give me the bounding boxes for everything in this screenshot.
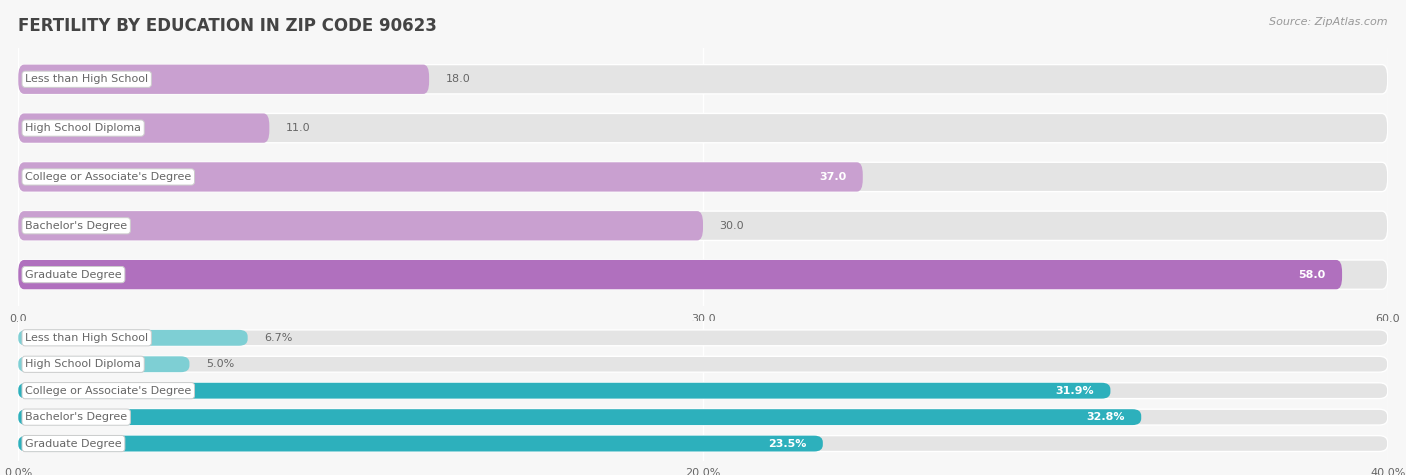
FancyBboxPatch shape xyxy=(18,383,1111,399)
Text: Source: ZipAtlas.com: Source: ZipAtlas.com xyxy=(1270,17,1388,27)
Text: Graduate Degree: Graduate Degree xyxy=(25,438,122,448)
FancyBboxPatch shape xyxy=(18,65,429,94)
Text: FERTILITY BY EDUCATION IN ZIP CODE 90623: FERTILITY BY EDUCATION IN ZIP CODE 90623 xyxy=(18,17,437,35)
Text: Less than High School: Less than High School xyxy=(25,74,148,84)
FancyBboxPatch shape xyxy=(18,436,1388,452)
Text: 5.0%: 5.0% xyxy=(205,359,235,369)
FancyBboxPatch shape xyxy=(18,211,703,240)
Text: 23.5%: 23.5% xyxy=(768,438,807,448)
Text: 18.0: 18.0 xyxy=(446,74,470,84)
FancyBboxPatch shape xyxy=(18,162,863,191)
FancyBboxPatch shape xyxy=(18,260,1343,289)
FancyBboxPatch shape xyxy=(18,162,1388,191)
FancyBboxPatch shape xyxy=(18,330,247,346)
FancyBboxPatch shape xyxy=(18,260,1388,289)
Text: 58.0: 58.0 xyxy=(1298,270,1326,280)
Text: 32.8%: 32.8% xyxy=(1087,412,1125,422)
Text: 11.0: 11.0 xyxy=(285,123,311,133)
FancyBboxPatch shape xyxy=(18,330,1388,346)
Text: College or Associate's Degree: College or Associate's Degree xyxy=(25,172,191,182)
Text: 37.0: 37.0 xyxy=(820,172,846,182)
Text: Less than High School: Less than High School xyxy=(25,333,148,343)
Text: High School Diploma: High School Diploma xyxy=(25,123,141,133)
FancyBboxPatch shape xyxy=(18,211,1388,240)
Text: 30.0: 30.0 xyxy=(720,221,744,231)
FancyBboxPatch shape xyxy=(18,383,1388,399)
Text: High School Diploma: High School Diploma xyxy=(25,359,141,369)
Text: College or Associate's Degree: College or Associate's Degree xyxy=(25,386,191,396)
Text: Bachelor's Degree: Bachelor's Degree xyxy=(25,221,128,231)
Text: Graduate Degree: Graduate Degree xyxy=(25,270,122,280)
FancyBboxPatch shape xyxy=(18,409,1142,425)
Text: 31.9%: 31.9% xyxy=(1056,386,1094,396)
FancyBboxPatch shape xyxy=(18,114,1388,143)
FancyBboxPatch shape xyxy=(18,65,1388,94)
FancyBboxPatch shape xyxy=(18,436,823,452)
FancyBboxPatch shape xyxy=(18,409,1388,425)
Text: Bachelor's Degree: Bachelor's Degree xyxy=(25,412,128,422)
FancyBboxPatch shape xyxy=(18,356,1388,372)
FancyBboxPatch shape xyxy=(18,114,270,143)
FancyBboxPatch shape xyxy=(18,356,190,372)
Text: 6.7%: 6.7% xyxy=(264,333,292,343)
